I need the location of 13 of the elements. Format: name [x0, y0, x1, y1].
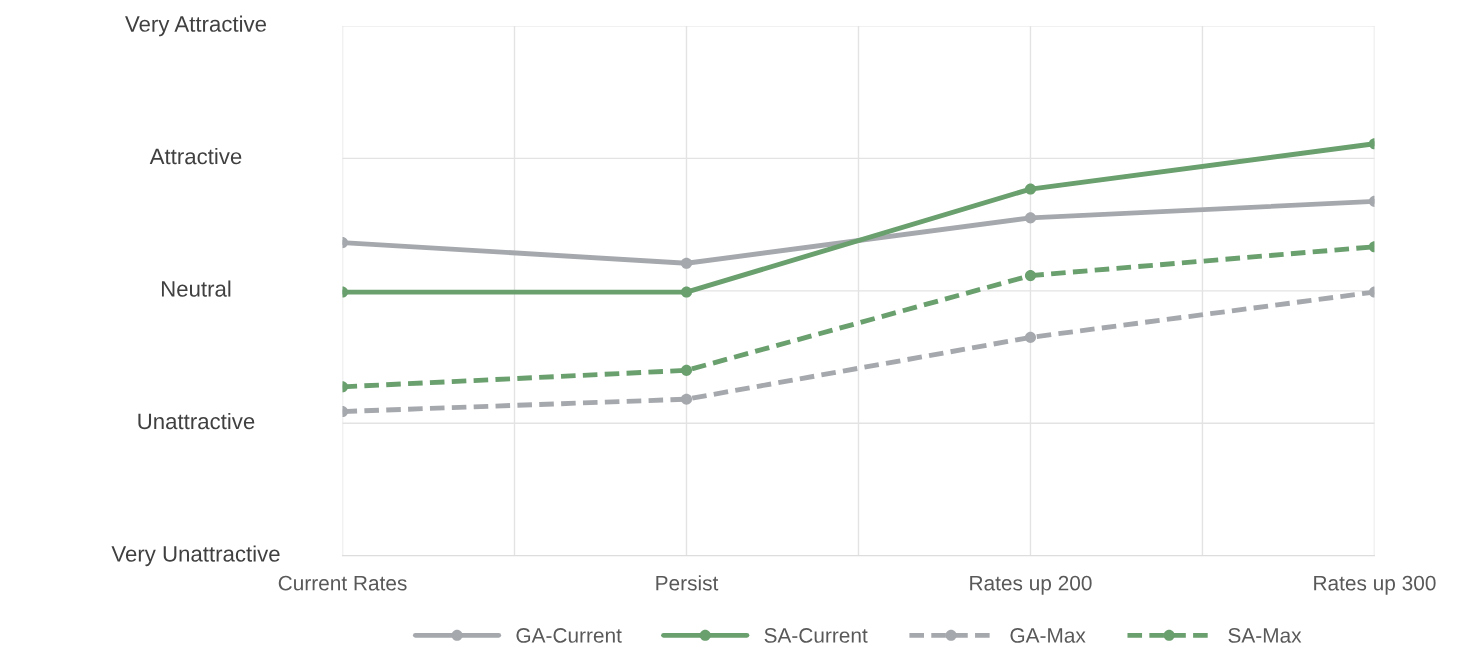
x-tick-label: Current Rates [278, 575, 407, 591]
text: Attractive [149, 148, 242, 165]
text: Very Attractive [125, 15, 267, 37]
legend-label: SA-Max [1228, 628, 1302, 643]
text: Neutral [161, 280, 231, 297]
x-tick-label: Rates up 200 [970, 575, 1092, 595]
legend-label: SA-Current [764, 628, 868, 643]
legend-label: GA-Max [1010, 628, 1086, 643]
x-tick-label: Persist [656, 575, 719, 591]
text: Very Unattractive [111, 545, 280, 567]
text: Unattractive [138, 412, 255, 430]
x-tick-label: Rates up 300 [1314, 575, 1436, 595]
legend-label: GA-Current [516, 628, 622, 643]
